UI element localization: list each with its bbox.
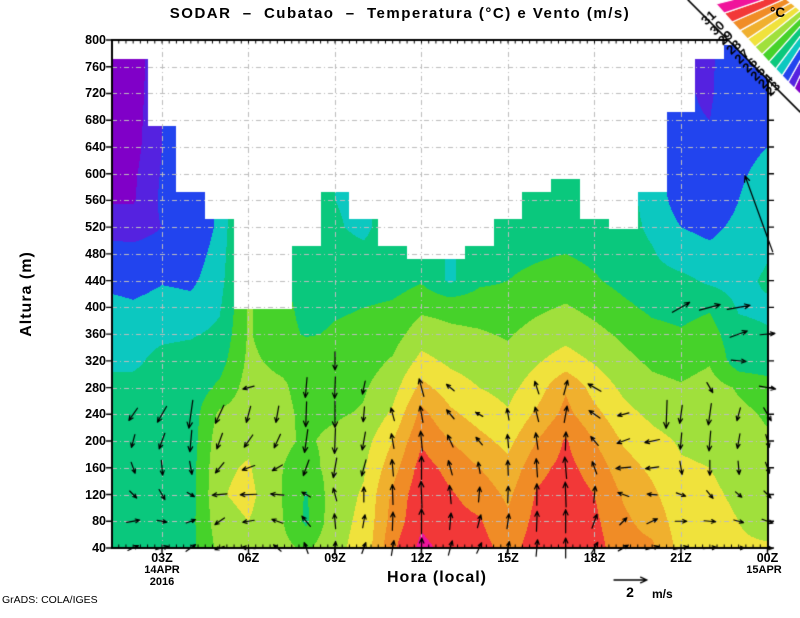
chart-title: SODAR – Cubatao – Temperatura (°C) e Ven… <box>169 5 631 22</box>
y-tick-label: 480 <box>85 246 106 261</box>
y-tick-label: 680 <box>85 113 106 128</box>
y-tick-label: 120 <box>85 487 106 502</box>
x-tick-label: 06Z <box>237 551 260 565</box>
x-tick-label: 15Z <box>497 551 519 565</box>
y-tick-label: 800 <box>85 33 106 47</box>
x-tick-label: 09Z <box>324 551 346 565</box>
x-tick-label: 03Z <box>151 551 173 565</box>
y-tick-label: 320 <box>85 353 106 368</box>
y-tick-label: 520 <box>85 220 106 235</box>
y-tick-label: 560 <box>85 193 106 208</box>
x-tick-label: 18Z <box>583 551 606 565</box>
y-tick-label: 720 <box>85 86 106 101</box>
x-axis-label: Hora (local) <box>386 569 488 586</box>
x-tick-date-label: 14APR <box>144 564 180 576</box>
y-tick-label: 80 <box>92 514 106 529</box>
y-tick-label: 640 <box>85 139 106 154</box>
y-tick-label: 360 <box>85 327 106 342</box>
y-tick-label: 760 <box>85 59 106 74</box>
y-tick-label: 280 <box>85 380 106 395</box>
y-tick-label: 400 <box>85 300 106 315</box>
y-tick-label: 160 <box>85 460 106 475</box>
x-tick-label: 21Z <box>670 551 692 565</box>
y-tick-label: 240 <box>85 407 106 422</box>
y-tick-label: 40 <box>92 541 106 555</box>
wind-reference-value: 2 <box>626 584 634 600</box>
x-tick-label: 12Z <box>410 551 433 565</box>
wind-reference-unit: m/s <box>652 587 673 601</box>
y-tick-label: 600 <box>85 166 106 181</box>
y-tick-label: 200 <box>85 434 106 449</box>
y-axis-label: Altura (m) <box>18 251 35 337</box>
x-tick-date-label: 2016 <box>149 576 175 588</box>
grads-stamp: GrADS: COLA/IGES <box>2 594 98 606</box>
x-tick-date-label: 15APR <box>746 564 782 576</box>
y-tick-label: 440 <box>85 273 106 288</box>
x-tick-label: 00Z <box>756 551 779 565</box>
colorbar-unit-label: °C <box>770 5 786 20</box>
